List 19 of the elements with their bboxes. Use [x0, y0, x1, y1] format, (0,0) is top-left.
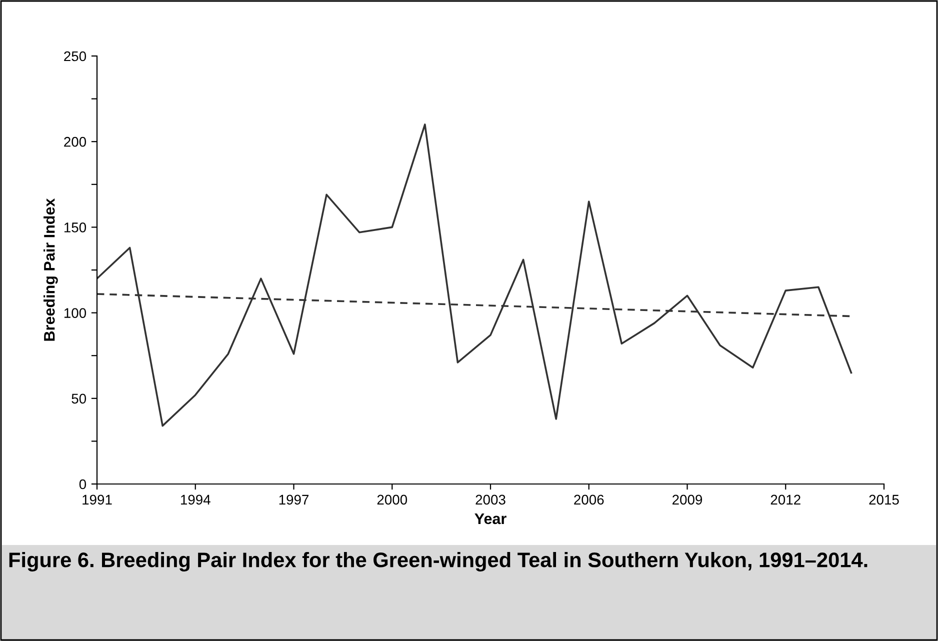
y-tick-label: 50	[72, 394, 86, 404]
y-tick-label: 100	[64, 308, 86, 318]
x-tick-label: 2009	[672, 494, 702, 505]
x-tick-label: 2015	[869, 494, 899, 505]
y-tick-label: 150	[64, 222, 86, 232]
y-tick-label: 200	[64, 136, 86, 147]
caption: Figure 6. Breeding Pair Index for the Green-winged Teal in Southern Yukon, 1991–2014.	[9, 552, 868, 572]
y-tick-label: 0	[79, 479, 86, 490]
x-tick-label: 1994	[180, 494, 210, 505]
x-tick-label: 2006	[574, 494, 604, 505]
y-tick-label: 250	[64, 51, 86, 62]
x-tick-label: 1991	[82, 494, 112, 505]
x-axis-title: Year	[474, 513, 506, 524]
x-tick-label: 2012	[770, 494, 800, 505]
x-tick-label: 2003	[476, 494, 506, 505]
line-series	[97, 124, 852, 427]
x-tick-label: 2000	[377, 494, 408, 505]
x-tick-label: 1997	[279, 494, 309, 505]
y-axis-title: Breeding Pair Index	[44, 198, 58, 341]
